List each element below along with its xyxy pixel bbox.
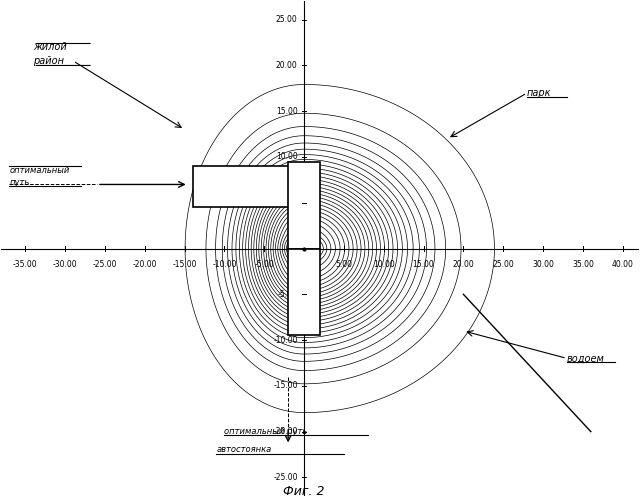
Text: 0: 0 bbox=[301, 260, 307, 268]
Text: 20.00: 20.00 bbox=[276, 61, 298, 70]
Text: -10.00: -10.00 bbox=[212, 260, 237, 268]
Bar bbox=[288, 248, 320, 336]
Text: 40.00: 40.00 bbox=[612, 260, 634, 268]
Text: 30.00: 30.00 bbox=[532, 260, 554, 268]
Text: 10.00: 10.00 bbox=[276, 152, 298, 162]
Text: водоем: водоем bbox=[567, 354, 605, 364]
Text: оптимальный путь: оптимальный путь bbox=[225, 427, 308, 436]
Text: Фиг. 2: Фиг. 2 bbox=[284, 484, 325, 498]
Text: район: район bbox=[33, 56, 64, 66]
Text: 15.00: 15.00 bbox=[276, 106, 298, 116]
Bar bbox=[193, 166, 304, 207]
Text: -25.00: -25.00 bbox=[93, 260, 117, 268]
Text: оптимальный: оптимальный bbox=[10, 166, 70, 175]
Bar bbox=[288, 162, 320, 248]
Text: 5.00: 5.00 bbox=[281, 198, 298, 207]
Text: -5.00: -5.00 bbox=[254, 260, 274, 268]
Text: 25.00: 25.00 bbox=[276, 15, 298, 24]
Text: путь: путь bbox=[10, 178, 29, 187]
Text: 15.00: 15.00 bbox=[413, 260, 435, 268]
Text: 10.00: 10.00 bbox=[373, 260, 395, 268]
Text: автостоянка: автостоянка bbox=[216, 446, 272, 454]
Text: -35.00: -35.00 bbox=[13, 260, 38, 268]
Text: 35.00: 35.00 bbox=[572, 260, 594, 268]
Text: 5.00: 5.00 bbox=[335, 260, 353, 268]
Text: парк: парк bbox=[527, 88, 552, 98]
Text: -15.00: -15.00 bbox=[273, 382, 298, 390]
Text: 20.00: 20.00 bbox=[452, 260, 474, 268]
Text: -5.00: -5.00 bbox=[278, 290, 298, 299]
Text: -15.00: -15.00 bbox=[172, 260, 197, 268]
Text: -20.00: -20.00 bbox=[132, 260, 157, 268]
Text: -10.00: -10.00 bbox=[273, 336, 298, 344]
Text: -30.00: -30.00 bbox=[52, 260, 77, 268]
Text: 25.00: 25.00 bbox=[492, 260, 514, 268]
Text: -20.00: -20.00 bbox=[273, 427, 298, 436]
Text: -25.00: -25.00 bbox=[273, 473, 298, 482]
Text: жилой: жилой bbox=[33, 42, 67, 52]
